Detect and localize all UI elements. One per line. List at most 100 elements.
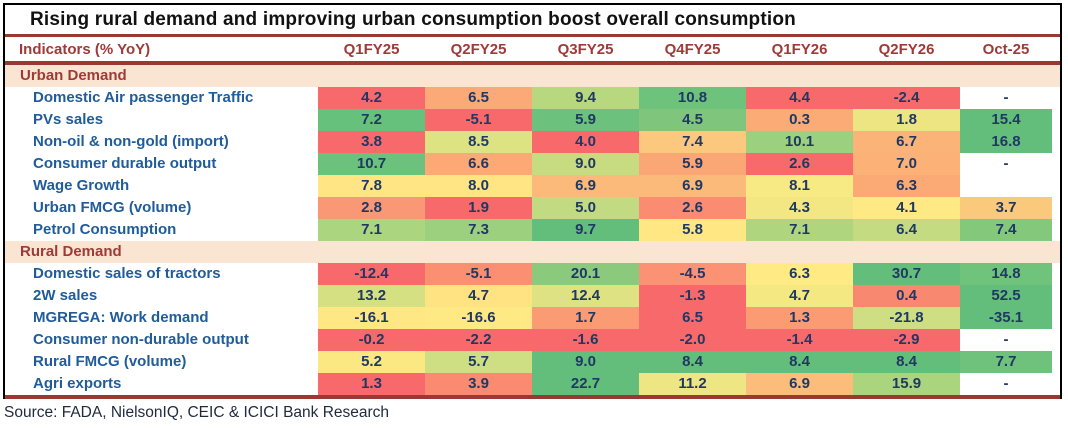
table-body: Urban Demand Domestic Air passenger Traff… bbox=[5, 65, 1060, 395]
value-cell: 15.9 bbox=[853, 373, 960, 395]
table-row: MGREGA: Work demand -16.1 -16.6 1.7 6.5 1.3 -2… bbox=[5, 307, 1060, 329]
value-cell: 2.6 bbox=[746, 153, 853, 175]
value-cell: 4.5 bbox=[639, 109, 746, 131]
row-label: 2W sales bbox=[33, 287, 98, 304]
row-label: MGREGA: Work demand bbox=[33, 309, 209, 326]
table-row: Urban FMCG (volume) 2.8 1.9 5.0 2.6 4.3 4.1 3.7 bbox=[5, 197, 1060, 219]
value-cell: 11.2 bbox=[639, 373, 746, 395]
table-row: 2W sales 13.2 4.7 12.4 -1.3 4.7 0.4 52.5 bbox=[5, 285, 1060, 307]
value-cell: 16.8 bbox=[960, 131, 1052, 153]
table-row: Non-oil & non-gold (import) 3.8 8.5 4.0 7.4 1… bbox=[5, 131, 1060, 153]
value-cell: 4.0 bbox=[532, 131, 639, 153]
value-cell: 6.6 bbox=[425, 153, 532, 175]
value-cell: 8.0 bbox=[425, 175, 532, 197]
value-cell: 6.3 bbox=[853, 175, 960, 197]
value-cell: 0.4 bbox=[853, 285, 960, 307]
value-cell: 3.8 bbox=[318, 131, 425, 153]
value-cell: 8.4 bbox=[639, 351, 746, 373]
value-cell: 7.1 bbox=[746, 219, 853, 241]
section-header: Rural Demand bbox=[5, 241, 1060, 263]
value-cell: 2.6 bbox=[639, 197, 746, 219]
value-cell: 10.8 bbox=[639, 87, 746, 109]
value-cell: 4.2 bbox=[318, 87, 425, 109]
value-cell: -4.5 bbox=[639, 263, 746, 285]
value-cell: 0.3 bbox=[746, 109, 853, 131]
value-cell: 6.9 bbox=[746, 373, 853, 395]
value-cell: 13.2 bbox=[318, 285, 425, 307]
value-cell: - bbox=[1003, 155, 1009, 172]
row-label: Consumer non-durable output bbox=[33, 331, 249, 348]
value-cell: 5.8 bbox=[639, 219, 746, 241]
value-cell: 30.7 bbox=[853, 263, 960, 285]
row-label: Non-oil & non-gold (import) bbox=[33, 133, 229, 150]
row-label: Wage Growth bbox=[33, 177, 130, 194]
value-cell: 7.0 bbox=[853, 153, 960, 175]
section-header: Urban Demand bbox=[5, 65, 1060, 87]
value-cell: 8.1 bbox=[746, 175, 853, 197]
value-cell: 6.5 bbox=[639, 307, 746, 329]
value-cell: 5.9 bbox=[532, 109, 639, 131]
value-cell: 5.9 bbox=[639, 153, 746, 175]
value-cell: -1.3 bbox=[639, 285, 746, 307]
value-cell: 1.3 bbox=[746, 307, 853, 329]
table-row: PVs sales 7.2 -5.1 5.9 4.5 0.3 1.8 15.4 bbox=[5, 109, 1060, 131]
header-divider bbox=[5, 61, 1060, 65]
value-cell: 52.5 bbox=[960, 285, 1052, 307]
value-cell: 7.7 bbox=[960, 351, 1052, 373]
table-row: Domestic Air passenger Traffic 4.2 6.5 9.4 1… bbox=[5, 87, 1060, 109]
row-label: Urban FMCG (volume) bbox=[33, 199, 192, 216]
value-cell: -1.4 bbox=[746, 329, 853, 351]
value-cell: -5.1 bbox=[425, 263, 532, 285]
table-row: Consumer non-durable output -0.2 -2.2 -1.6-… bbox=[5, 329, 1060, 351]
table-row: Agri exports 1.3 3.9 22.7 11.2 6.9 15.9 - bbox=[5, 373, 1060, 395]
table-row: Wage Growth 7.8 8.0 6.9 6.9 8.1 6.3 bbox=[5, 175, 1060, 197]
source-note: Source: FADA, NielsonIQ, CEIC & ICICI Ba… bbox=[4, 404, 390, 421]
title-divider bbox=[5, 34, 1060, 37]
value-cell: - bbox=[1003, 89, 1009, 106]
value-cell: 6.5 bbox=[425, 87, 532, 109]
value-cell: -2.9 bbox=[853, 329, 960, 351]
value-cell: 5.7 bbox=[425, 351, 532, 373]
row-label: Consumer durable output bbox=[33, 155, 217, 172]
table-row: Domestic sales of tractors -12.4 -5.1 20.1-… bbox=[5, 263, 1060, 285]
value-cell: 6.9 bbox=[639, 175, 746, 197]
column-header: Q1FY25 bbox=[343, 40, 400, 58]
value-cell bbox=[960, 175, 1052, 197]
column-header: Oct-25 bbox=[982, 40, 1030, 58]
value-cell: 6.7 bbox=[853, 131, 960, 153]
value-cell: 4.1 bbox=[853, 197, 960, 219]
value-cell: -12.4 bbox=[318, 263, 425, 285]
value-cell: 4.4 bbox=[746, 87, 853, 109]
row-label: Agri exports bbox=[33, 375, 122, 392]
indicators-header: Indicators (% YoY) bbox=[19, 40, 151, 58]
value-cell: 2.8 bbox=[318, 197, 425, 219]
value-cell: - bbox=[1003, 375, 1009, 392]
value-cell: 12.4 bbox=[532, 285, 639, 307]
value-cell: 22.7 bbox=[532, 373, 639, 395]
value-cell: 4.7 bbox=[425, 285, 532, 307]
value-cell: 7.3 bbox=[425, 219, 532, 241]
value-cell: -5.1 bbox=[425, 109, 532, 131]
value-cell: 3.9 bbox=[425, 373, 532, 395]
value-cell: 3.7 bbox=[960, 197, 1052, 219]
value-cell: 8.5 bbox=[425, 131, 532, 153]
value-cell: 6.4 bbox=[853, 219, 960, 241]
value-cell: 4.7 bbox=[746, 285, 853, 307]
value-cell: 7.1 bbox=[318, 219, 425, 241]
value-cell: -16.6 bbox=[425, 307, 532, 329]
value-cell: 9.7 bbox=[532, 219, 639, 241]
column-headers: Q1FY25 Q2FY25 Q3FY25 Q4FY25 Q1FY26 Q2FY26 Oct-… bbox=[318, 41, 1052, 58]
value-cell: -0.2 bbox=[318, 329, 425, 351]
value-cell: 1.3 bbox=[318, 373, 425, 395]
column-header: Q1FY26 bbox=[771, 40, 828, 58]
value-cell: -21.8 bbox=[853, 307, 960, 329]
value-cell: 7.8 bbox=[318, 175, 425, 197]
value-cell: 6.3 bbox=[746, 263, 853, 285]
value-cell: 14.8 bbox=[960, 263, 1052, 285]
table-row: Rural FMCG (volume) 5.2 5.7 9.0 8.4 8.4 8.4 7.7 bbox=[5, 351, 1060, 373]
row-label: Rural FMCG (volume) bbox=[33, 353, 187, 370]
chart-title: Rising rural demand and improving urban … bbox=[30, 9, 796, 30]
row-label: Domestic sales of tractors bbox=[33, 265, 221, 282]
column-header: Q4FY25 bbox=[664, 40, 721, 58]
